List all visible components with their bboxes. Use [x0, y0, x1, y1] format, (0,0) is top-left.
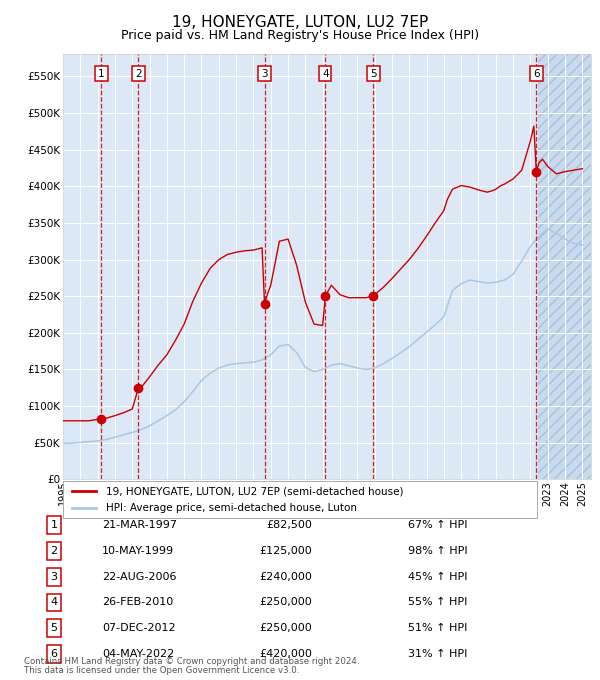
Text: £250,000: £250,000 — [259, 598, 312, 607]
Text: 45% ↑ HPI: 45% ↑ HPI — [408, 572, 467, 581]
Text: 98% ↑ HPI: 98% ↑ HPI — [408, 546, 467, 556]
Text: Price paid vs. HM Land Registry's House Price Index (HPI): Price paid vs. HM Land Registry's House … — [121, 29, 479, 41]
Text: 04-MAY-2022: 04-MAY-2022 — [102, 649, 174, 659]
Text: 21-MAR-1997: 21-MAR-1997 — [102, 520, 177, 530]
Text: 3: 3 — [50, 572, 58, 581]
Text: 55% ↑ HPI: 55% ↑ HPI — [408, 598, 467, 607]
Text: 6: 6 — [50, 649, 58, 659]
Bar — [538, 54, 591, 479]
Text: 2: 2 — [50, 546, 58, 556]
Text: Contains HM Land Registry data © Crown copyright and database right 2024.: Contains HM Land Registry data © Crown c… — [24, 658, 359, 666]
Text: 07-DEC-2012: 07-DEC-2012 — [102, 624, 176, 633]
Text: £420,000: £420,000 — [259, 649, 312, 659]
Text: £240,000: £240,000 — [259, 572, 312, 581]
Text: 22-AUG-2006: 22-AUG-2006 — [102, 572, 176, 581]
Text: 5: 5 — [50, 624, 58, 633]
Text: 51% ↑ HPI: 51% ↑ HPI — [408, 624, 467, 633]
Text: This data is licensed under the Open Government Licence v3.0.: This data is licensed under the Open Gov… — [24, 666, 299, 675]
Text: £125,000: £125,000 — [259, 546, 312, 556]
Text: 31% ↑ HPI: 31% ↑ HPI — [408, 649, 467, 659]
Text: 6: 6 — [533, 69, 539, 78]
Text: 4: 4 — [322, 69, 329, 78]
Text: 10-MAY-1999: 10-MAY-1999 — [102, 546, 174, 556]
Text: £250,000: £250,000 — [259, 624, 312, 633]
Text: 1: 1 — [50, 520, 58, 530]
Text: 26-FEB-2010: 26-FEB-2010 — [102, 598, 173, 607]
Text: 3: 3 — [261, 69, 268, 78]
Text: 19, HONEYGATE, LUTON, LU2 7EP (semi-detached house): 19, HONEYGATE, LUTON, LU2 7EP (semi-deta… — [106, 486, 403, 496]
Text: £82,500: £82,500 — [266, 520, 312, 530]
Text: 2: 2 — [135, 69, 142, 78]
Text: 1: 1 — [98, 69, 105, 78]
Text: 19, HONEYGATE, LUTON, LU2 7EP: 19, HONEYGATE, LUTON, LU2 7EP — [172, 15, 428, 30]
Text: 67% ↑ HPI: 67% ↑ HPI — [408, 520, 467, 530]
Text: 5: 5 — [370, 69, 377, 78]
Text: HPI: Average price, semi-detached house, Luton: HPI: Average price, semi-detached house,… — [106, 503, 356, 513]
Text: 4: 4 — [50, 598, 58, 607]
